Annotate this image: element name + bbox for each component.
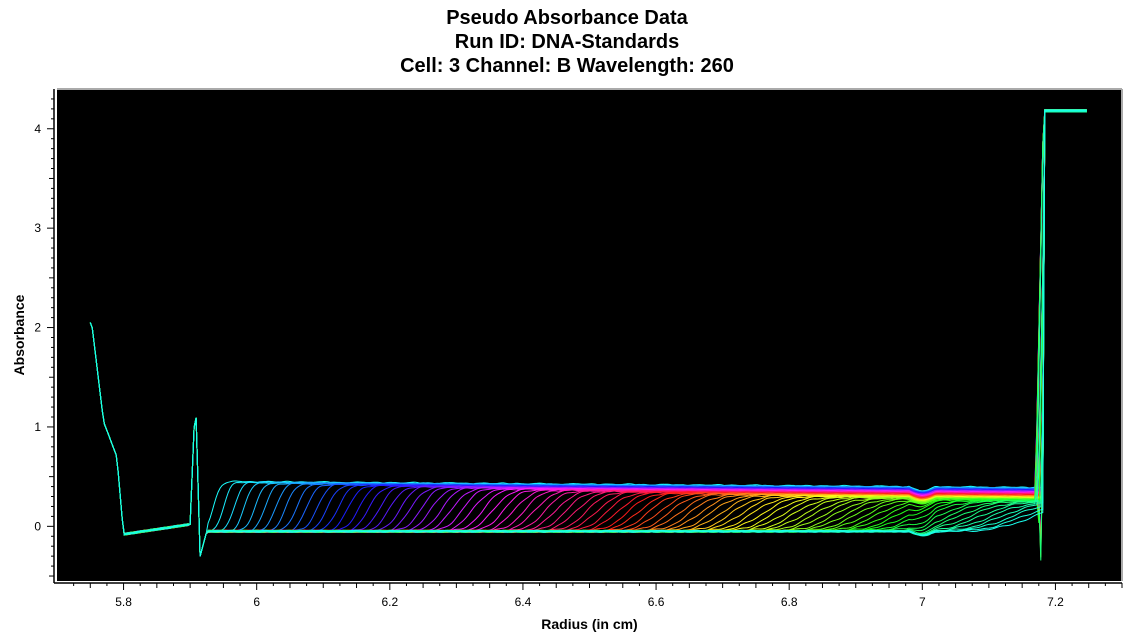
y-tick-label: 4 [34,122,41,136]
chart-title-line-2: Run ID: DNA-Standards [454,31,680,53]
chart-title-line-3: Cell: 3 Channel: B Wavelength: 260 [400,55,734,77]
x-tick-label: 6.8 [781,595,798,609]
chart-title-line-1: Pseudo Absorbance Data [446,7,688,29]
x-tick-label: 6.2 [381,595,398,609]
x-tick-label: 5.8 [115,595,132,609]
series-layer [89,109,1087,561]
x-tick-label: 7 [919,595,926,609]
x-tick-label: 7.2 [1047,595,1064,609]
y-axis-label: Absorbance [11,294,27,375]
y-tick-label: 1 [34,420,41,434]
x-tick-label: 6.4 [515,595,532,609]
y-tick-label: 2 [34,321,41,335]
scan-series-line [89,109,1087,557]
axes-layer: 5.8 6 6.2 6.4 6.6 6.8 7 7.2 0 1 2 3 4 [34,88,1123,609]
chart-title: Pseudo Absorbance Data Run ID: DNA-Stand… [0,6,1134,78]
y-tick-label: 3 [34,221,41,235]
x-axis-label: Radius (in cm) [541,616,637,632]
y-tick-label: 0 [34,519,41,533]
x-tick-label: 6 [253,595,260,609]
x-tick-label: 6.6 [648,595,665,609]
